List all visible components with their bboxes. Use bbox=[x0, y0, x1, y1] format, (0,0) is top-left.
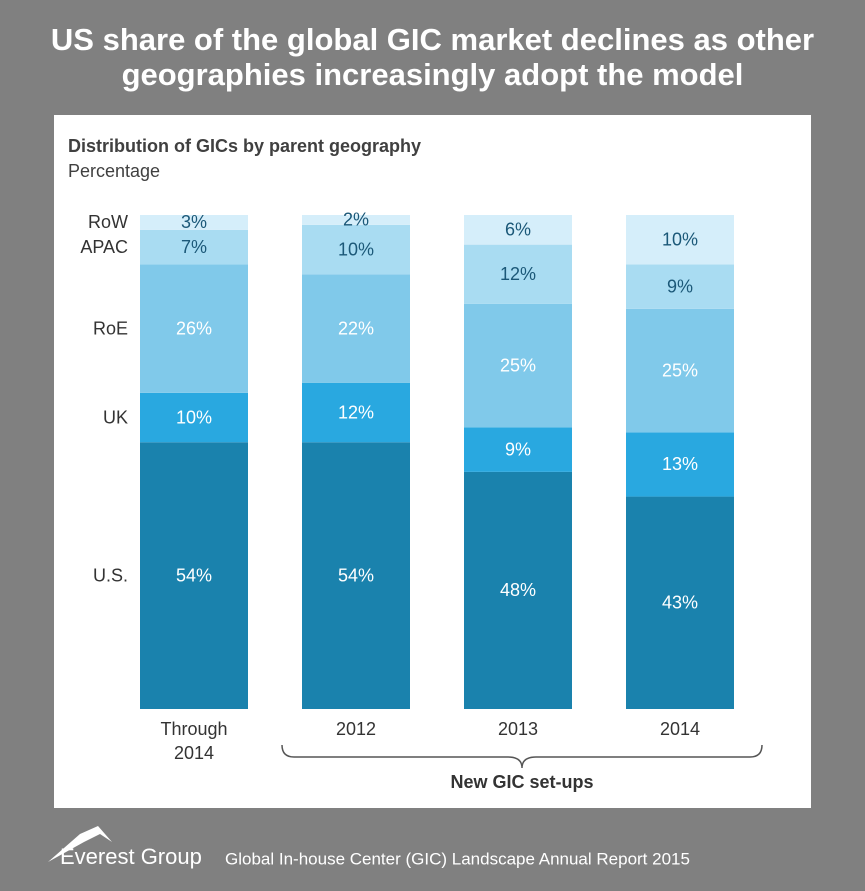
group-label: New GIC set-ups bbox=[450, 772, 593, 792]
bar-segment bbox=[140, 392, 248, 443]
bar-segment bbox=[302, 215, 410, 225]
bar-segment bbox=[464, 471, 572, 709]
bar-segment bbox=[464, 215, 572, 245]
value-label: 9% bbox=[505, 439, 531, 459]
value-label: 54% bbox=[338, 565, 374, 585]
legend-label: APAC bbox=[80, 237, 128, 257]
value-label: 43% bbox=[662, 593, 698, 613]
value-label: 22% bbox=[338, 318, 374, 338]
x-tick-label: 2014 bbox=[659, 719, 701, 739]
value-label: 48% bbox=[500, 580, 536, 600]
value-label: 7% bbox=[181, 237, 207, 257]
logo-mark bbox=[48, 826, 112, 862]
legend-label: RoW bbox=[88, 212, 128, 232]
bar-segment bbox=[464, 303, 572, 428]
value-label: 6% bbox=[505, 220, 531, 240]
footer-source: Global In-house Center (GIC) Landscape A… bbox=[225, 849, 690, 868]
bar-segment bbox=[626, 264, 734, 309]
legend-label: UK bbox=[103, 407, 128, 427]
legend-label: U.S. bbox=[93, 565, 128, 585]
value-label: 13% bbox=[662, 454, 698, 474]
x-tick-label: 2013 bbox=[497, 719, 539, 739]
bar-segment bbox=[626, 496, 734, 709]
bar-segment bbox=[626, 215, 734, 265]
x-tick-label: Through 2014 bbox=[160, 719, 228, 763]
value-label: 12% bbox=[500, 264, 536, 284]
legend-label: RoE bbox=[93, 318, 128, 338]
unit-label: Percentage bbox=[68, 161, 160, 181]
bar-segment bbox=[302, 442, 410, 709]
value-label: 12% bbox=[338, 402, 374, 422]
value-label: 2% bbox=[343, 210, 369, 230]
footer-brand: Everest Group bbox=[60, 844, 202, 869]
bar-segment bbox=[302, 274, 410, 383]
bar-segment bbox=[626, 432, 734, 497]
value-label: 10% bbox=[338, 239, 374, 259]
headline: US share of the global GIC market declin… bbox=[50, 22, 815, 92]
value-label: 25% bbox=[500, 355, 536, 375]
value-label: 26% bbox=[176, 318, 212, 338]
bar-segment bbox=[464, 244, 572, 304]
bar-segment bbox=[302, 224, 410, 275]
value-label: 54% bbox=[176, 565, 212, 585]
bar-segment bbox=[140, 264, 248, 393]
value-label: 25% bbox=[662, 360, 698, 380]
chart-subtitle: Distribution of GICs by parent geography bbox=[68, 136, 421, 156]
x-tick-label: 2012 bbox=[335, 719, 377, 739]
value-label: 3% bbox=[181, 212, 207, 232]
bar-segment bbox=[140, 215, 248, 230]
bar-segment bbox=[626, 308, 734, 433]
bar-segment bbox=[302, 382, 410, 443]
value-label: 9% bbox=[667, 276, 693, 296]
group-bracket bbox=[281, 744, 763, 769]
value-label: 10% bbox=[176, 407, 212, 427]
bar-segment bbox=[140, 229, 248, 265]
bar-segment bbox=[140, 442, 248, 709]
value-label: 10% bbox=[662, 229, 698, 249]
bar-segment bbox=[464, 427, 572, 472]
